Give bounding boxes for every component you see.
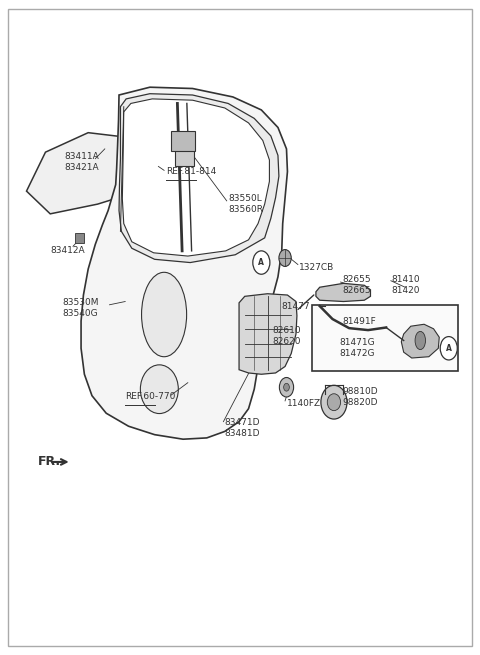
Text: 82610
82620: 82610 82620 (272, 326, 301, 346)
Ellipse shape (284, 383, 289, 391)
Text: 82655
82665: 82655 82665 (342, 275, 371, 295)
Ellipse shape (279, 377, 294, 397)
Bar (171, 132, 195, 151)
Circle shape (279, 250, 291, 267)
Text: 83530M
83540G: 83530M 83540G (62, 298, 98, 318)
Polygon shape (122, 99, 269, 256)
Text: 83411A
83421A: 83411A 83421A (64, 152, 99, 172)
Polygon shape (401, 324, 439, 358)
Text: 81471G
81472G: 81471G 81472G (340, 338, 375, 358)
Bar (75, 233, 84, 243)
Polygon shape (239, 293, 297, 374)
Text: 98810D
98820D: 98810D 98820D (342, 387, 378, 407)
Circle shape (253, 251, 270, 274)
Ellipse shape (142, 272, 187, 357)
Text: 1140FZ: 1140FZ (287, 399, 321, 408)
Ellipse shape (321, 385, 347, 419)
Text: 81477: 81477 (282, 301, 311, 310)
Text: 81491F: 81491F (342, 316, 376, 326)
Text: REF.60-770: REF.60-770 (125, 392, 176, 402)
Ellipse shape (327, 394, 341, 411)
Bar (175, 150, 193, 166)
Ellipse shape (415, 331, 425, 350)
Text: A: A (258, 258, 264, 267)
Text: 83550L
83560R: 83550L 83560R (228, 194, 263, 214)
Text: 81410
81420: 81410 81420 (392, 275, 420, 295)
Polygon shape (119, 94, 279, 263)
Polygon shape (26, 133, 162, 214)
Text: 1327CB: 1327CB (300, 263, 335, 272)
Ellipse shape (140, 365, 179, 413)
Text: REF.81-814: REF.81-814 (167, 167, 216, 176)
Text: 83471D
83481D: 83471D 83481D (225, 418, 260, 438)
Bar (312, 305, 458, 371)
Text: FR.: FR. (38, 455, 61, 468)
Polygon shape (316, 284, 371, 301)
Text: A: A (446, 344, 452, 353)
Circle shape (440, 337, 457, 360)
Polygon shape (81, 87, 288, 440)
Text: 83412A: 83412A (50, 246, 85, 255)
